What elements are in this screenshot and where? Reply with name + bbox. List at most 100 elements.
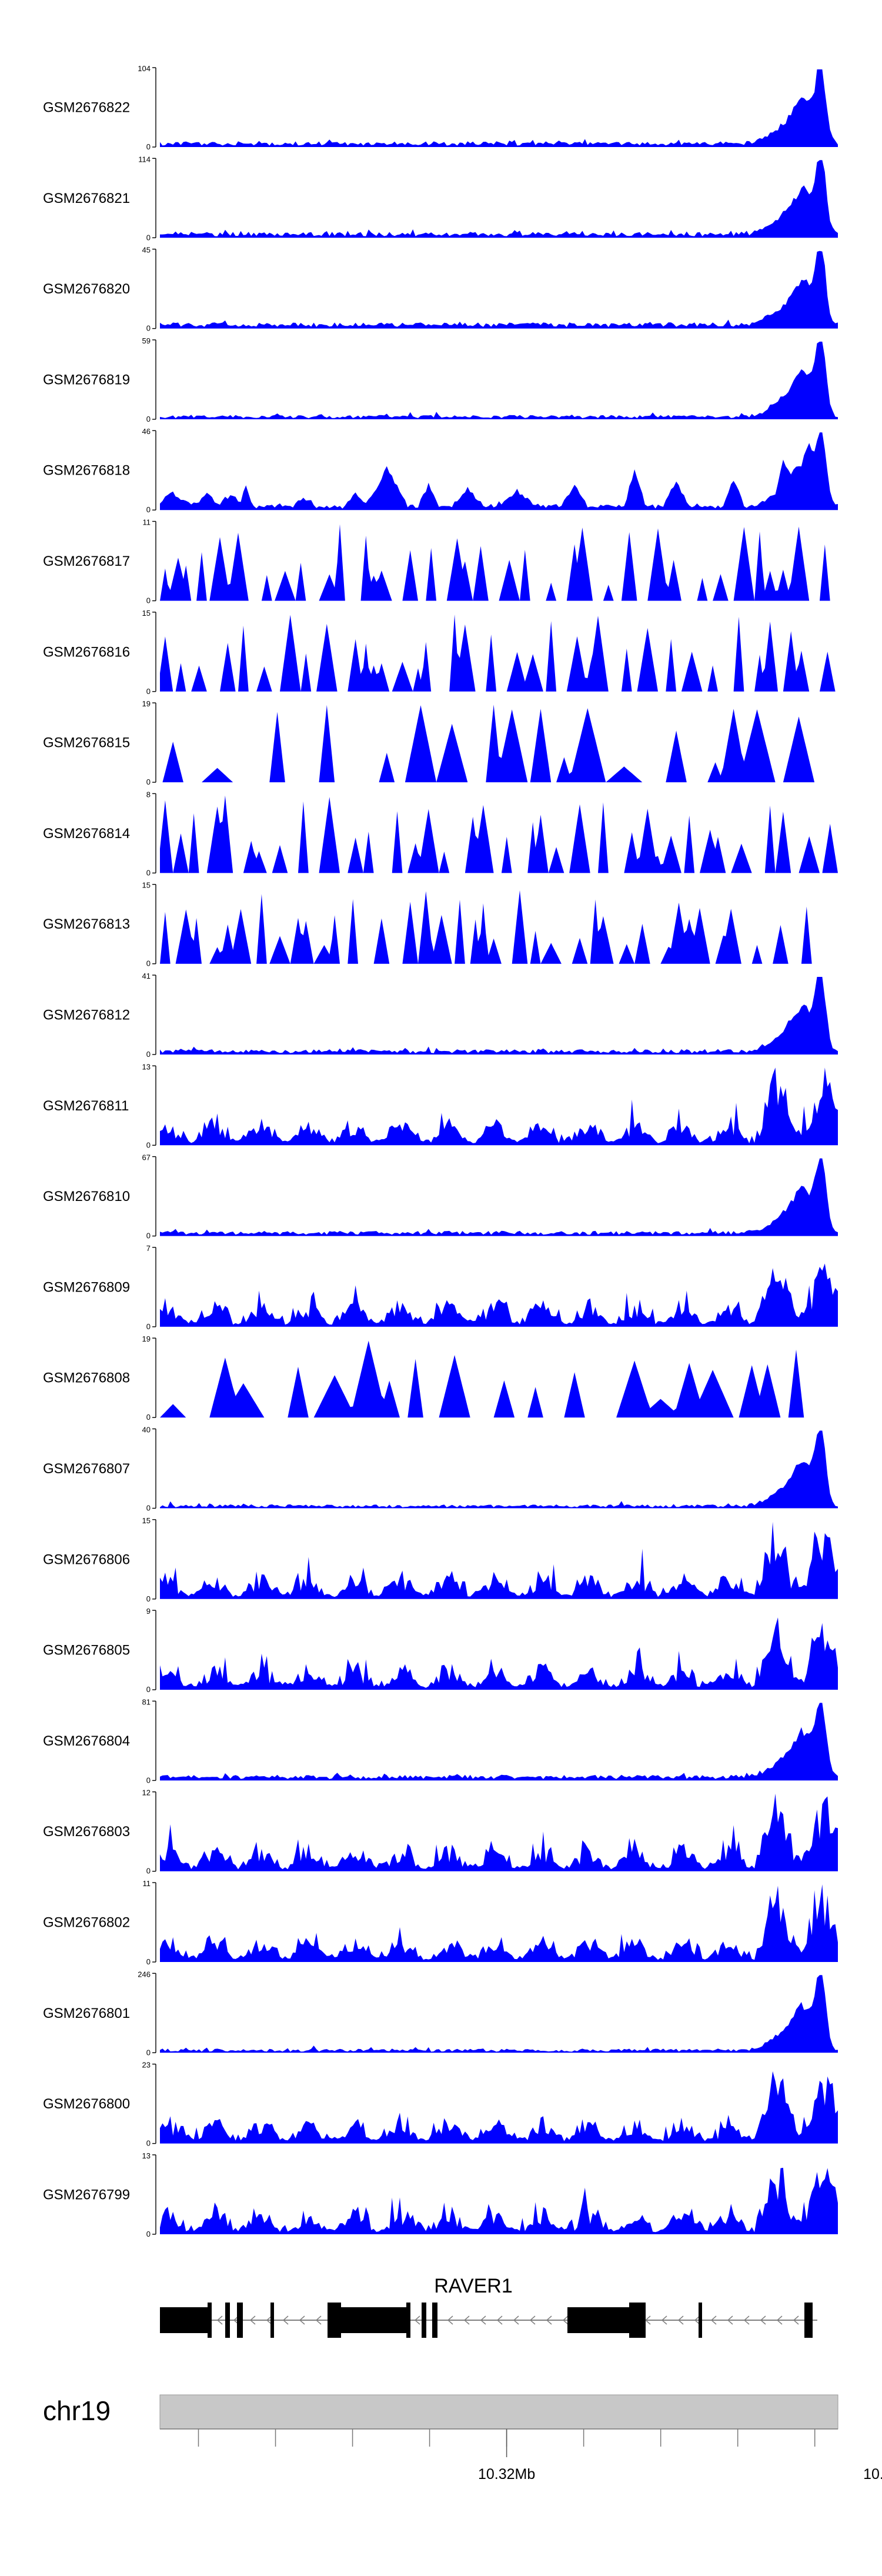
axis-tick-label: 10.32Mb — [478, 2466, 535, 2482]
strand-arrow — [315, 2315, 322, 2325]
track-GSM2676801: GSM2676801 246 0 — [43, 1970, 838, 2057]
track-label: GSM2676810 — [43, 1189, 130, 1204]
track-min-label: 0 — [146, 1776, 151, 1784]
strand-arrow — [743, 2315, 750, 2325]
track-max-label: 114 — [138, 155, 151, 163]
track-GSM2676810: GSM2676810 67 0 — [43, 1153, 838, 1240]
track-label: GSM2676801 — [43, 2006, 130, 2021]
strand-arrow — [546, 2315, 552, 2325]
strand-arrow — [299, 2315, 305, 2325]
track-GSM2676820: GSM2676820 45 0 — [43, 246, 838, 333]
track-min-label: 0 — [146, 868, 151, 877]
coverage-area — [160, 614, 838, 692]
track-min-label: 0 — [146, 687, 151, 696]
coverage-area — [160, 795, 838, 873]
track-min-label: 0 — [146, 324, 151, 333]
strand-arrow — [496, 2315, 503, 2325]
track-label: GSM2676809 — [43, 1279, 130, 1295]
coverage-area — [160, 69, 838, 147]
track-label: GSM2676806 — [43, 1551, 130, 1567]
track-max-label: 45 — [142, 246, 151, 255]
coverage-area — [160, 251, 838, 329]
axis-tick-label: 10.33Mb — [863, 2466, 882, 2482]
track-max-label: 15 — [142, 1516, 151, 1525]
track-GSM2676809: GSM2676809 7 0 — [43, 1244, 838, 1331]
track-max-label: 9 — [146, 1607, 151, 1616]
chromosome-band — [159, 2394, 838, 2430]
strand-arrow — [710, 2315, 717, 2325]
track-min-label: 0 — [146, 415, 151, 423]
track-GSM2676814: GSM2676814 8 0 — [43, 790, 838, 877]
coverage-area — [160, 1340, 838, 1418]
track-min-label: 0 — [146, 2139, 151, 2148]
coverage-area — [160, 1067, 838, 1146]
track-GSM2676822: GSM2676822 104 0 — [43, 64, 838, 151]
track-max-label: 11 — [143, 518, 151, 527]
track-min-label: 0 — [146, 233, 151, 242]
chromosome-axis: chr19 10.32Mb 10.33Mb — [43, 2394, 882, 2482]
track-GSM2676813: GSM2676813 15 0 — [43, 881, 838, 968]
track-label: GSM2676821 — [43, 191, 130, 206]
gene-exon — [699, 2303, 702, 2338]
strand-arrow — [463, 2315, 470, 2325]
track-max-label: 246 — [138, 1970, 151, 1978]
track-label: GSM2676822 — [43, 100, 130, 116]
coverage-area — [160, 1793, 838, 1871]
track-label: GSM2676808 — [43, 1370, 130, 1386]
track-min-label: 0 — [146, 1867, 151, 1876]
coverage-area — [160, 705, 838, 783]
coverage-area — [160, 1521, 838, 1599]
track-GSM2676803: GSM2676803 12 0 — [43, 1788, 838, 1876]
gene-exon — [208, 2303, 212, 2338]
track-GSM2676817: GSM2676817 11 0 — [43, 518, 838, 605]
strand-arrow — [513, 2315, 519, 2325]
track-max-label: 13 — [142, 2151, 151, 2160]
track-min-label: 0 — [146, 778, 151, 786]
gene-exon — [341, 2307, 406, 2333]
gene-exon — [567, 2307, 629, 2333]
track-min-label: 0 — [146, 2230, 151, 2238]
track-max-label: 11 — [143, 1879, 151, 1888]
coverage-area — [160, 160, 838, 238]
coverage-area — [160, 432, 838, 510]
track-min-label: 0 — [146, 1685, 151, 1694]
coverage-area — [160, 1263, 838, 1327]
track-label: GSM2676803 — [43, 1824, 130, 1840]
track-label: GSM2676802 — [43, 1915, 130, 1931]
track-min-label: 0 — [146, 1413, 151, 1422]
coverage-area — [160, 1158, 838, 1236]
track-label: GSM2676813 — [43, 916, 130, 932]
track-min-label: 0 — [146, 1050, 151, 1059]
strand-arrow — [562, 2315, 569, 2325]
track-min-label: 0 — [146, 1594, 151, 1603]
track-label: GSM2676805 — [43, 1643, 130, 1659]
track-max-label: 104 — [138, 64, 151, 73]
strand-arrow — [661, 2315, 667, 2325]
track-min-label: 0 — [146, 2048, 151, 2057]
track-GSM2676804: GSM2676804 81 0 — [43, 1697, 838, 1784]
gene-exon — [804, 2303, 813, 2338]
coverage-tracks: GSM26768221040GSM26768211140GSM267682045… — [43, 64, 838, 2238]
coverage-area — [160, 524, 838, 601]
gene-exon — [328, 2303, 341, 2338]
track-max-label: 59 — [142, 336, 151, 345]
track-min-label: 0 — [146, 1322, 151, 1331]
track-label: GSM2676815 — [43, 735, 130, 751]
track-GSM2676799: GSM2676799 13 0 — [43, 2151, 838, 2238]
track-max-label: 19 — [142, 1334, 151, 1343]
strand-arrow — [760, 2315, 766, 2325]
gene-exon — [629, 2303, 646, 2338]
coverage-area — [160, 977, 838, 1055]
strand-arrow — [216, 2315, 223, 2325]
track-GSM2676818: GSM2676818 46 0 — [43, 427, 838, 514]
track-max-label: 8 — [146, 790, 151, 799]
track-min-label: 0 — [146, 142, 151, 151]
track-label: GSM2676818 — [43, 463, 130, 479]
track-max-label: 81 — [142, 1697, 151, 1706]
track-min-label: 0 — [146, 596, 151, 605]
track-label: GSM2676799 — [43, 2187, 130, 2203]
track-max-label: 7 — [146, 1244, 151, 1253]
coverage-area — [160, 1430, 838, 1509]
track-label: GSM2676800 — [43, 2096, 130, 2112]
track-label: GSM2676807 — [43, 1461, 130, 1477]
